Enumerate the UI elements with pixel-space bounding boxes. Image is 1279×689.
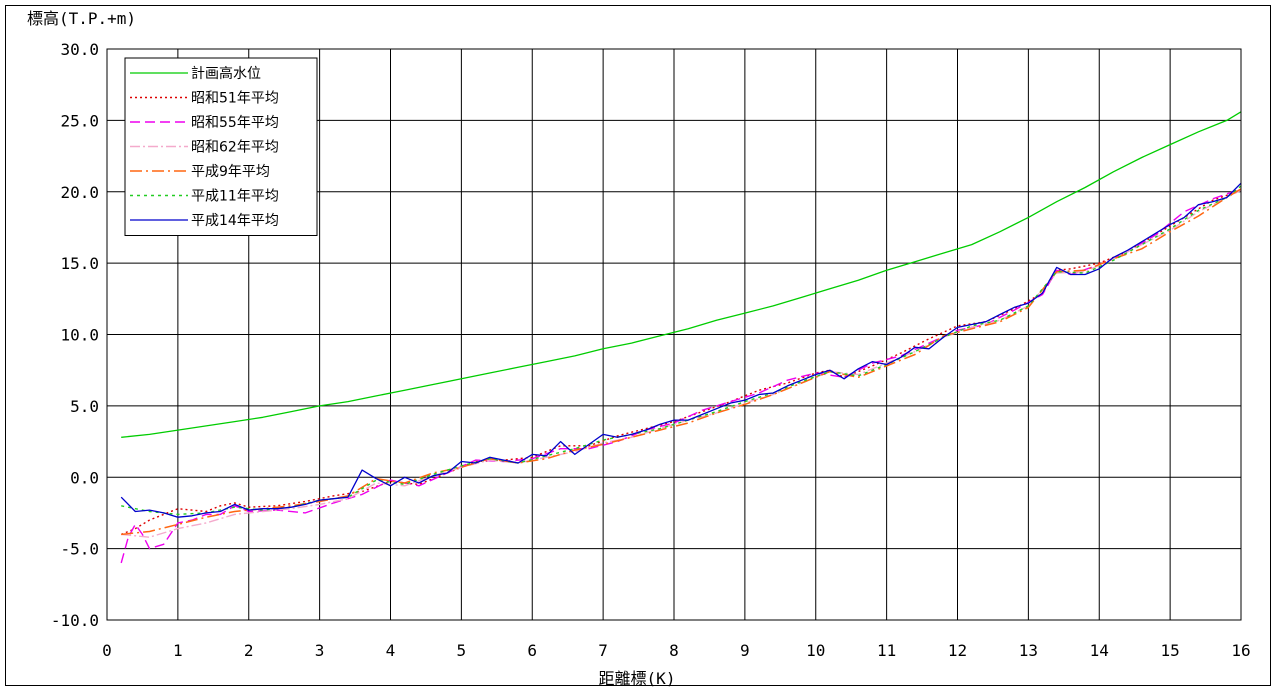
x-tick-label: 15 xyxy=(1160,641,1179,660)
series-lines xyxy=(120,111,1242,564)
x-tick-label: 12 xyxy=(948,641,967,660)
x-tick-label: 16 xyxy=(1231,641,1250,660)
y-axis-title: 標高(T.P.+m) xyxy=(27,9,136,28)
legend-label: 計画高水位 xyxy=(191,65,261,82)
x-tick-label: 14 xyxy=(1090,641,1109,660)
plot-area-border xyxy=(106,48,1242,621)
y-tick-label: 5.0 xyxy=(70,397,99,416)
legend-label: 平成11年平均 xyxy=(191,189,279,205)
legend-label: 昭和51年平均 xyxy=(191,91,279,107)
x-tick-label: 2 xyxy=(244,641,254,660)
x-tick-label: 0 xyxy=(102,641,112,660)
y-tick-label: 15.0 xyxy=(60,254,99,273)
series-line-5 xyxy=(121,188,1242,536)
series-line-1 xyxy=(121,111,1242,438)
x-tick-label: 9 xyxy=(740,641,750,660)
series-line-4 xyxy=(121,189,1242,538)
x-tick-label: 13 xyxy=(1019,641,1038,660)
series-line-7 xyxy=(120,182,1242,518)
y-tick-label: -10.0 xyxy=(51,611,99,630)
legend: 計画高水位昭和51年平均昭和55年平均昭和62年平均平成9年平均平成11年平均平… xyxy=(124,57,318,236)
y-tick-label: 10.0 xyxy=(60,326,99,345)
x-tick-label: 11 xyxy=(877,641,896,660)
legend-label: 昭和62年平均 xyxy=(191,140,279,156)
x-tick-label: 7 xyxy=(598,641,608,660)
legend-label: 昭和55年平均 xyxy=(191,115,279,131)
tick-labels: 0 1 2 3 4 5 6 7 8 9 10 11 12 13 14 15 1630.025.020.015.0… xyxy=(51,40,1251,660)
y-tick-label: -5.0 xyxy=(60,540,99,559)
x-axis-title: 距離標(K) xyxy=(599,669,676,688)
y-tick-label: 0.0 xyxy=(70,468,99,487)
x-tick-label: 3 xyxy=(315,641,325,660)
legend-label: 平成9年平均 xyxy=(191,164,270,180)
series-line-2 xyxy=(120,189,1242,536)
series-line-3 xyxy=(120,188,1242,564)
x-tick-label: 4 xyxy=(386,641,396,660)
y-tick-label: 30.0 xyxy=(60,40,99,59)
y-tick-label: 20.0 xyxy=(60,183,99,202)
x-tick-label: 5 xyxy=(457,641,467,660)
x-tick-label: 6 xyxy=(527,641,537,660)
x-tick-label: 1 xyxy=(173,641,183,660)
x-tick-label: 10 xyxy=(806,641,825,660)
chart-frame xyxy=(5,5,1271,686)
x-tick-label: 8 xyxy=(669,641,679,660)
y-tick-label: 25.0 xyxy=(60,111,99,130)
legend-label: 平成14年平均 xyxy=(191,213,279,229)
